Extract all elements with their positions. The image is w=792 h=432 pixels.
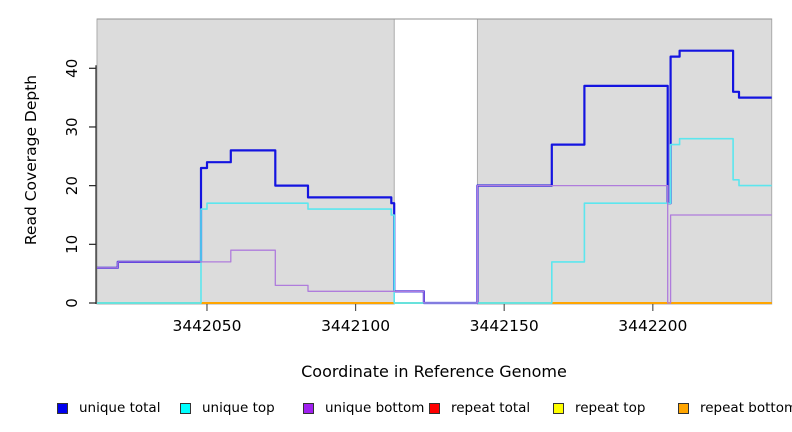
legend-label: repeat total <box>451 400 531 416</box>
series-line-unique-top <box>97 137 772 304</box>
y-tick-label: 30 <box>63 117 81 136</box>
legend-swatch-icon <box>429 402 440 414</box>
legend-item-unique-total: unique total <box>57 398 160 418</box>
y-tick-label: 0 <box>63 298 81 308</box>
legend-swatch-icon <box>553 402 564 414</box>
legend-label: unique top <box>202 400 275 416</box>
legend-item-repeat-total: repeat total <box>429 398 530 418</box>
legend-swatch-icon <box>57 402 68 414</box>
legend-label: unique bottom <box>325 400 425 416</box>
legend-item-unique-top: unique top <box>180 398 275 418</box>
shaded-region <box>96 18 395 305</box>
y-tick-label: 20 <box>63 176 81 195</box>
y-tick-label: 40 <box>63 59 81 78</box>
shaded-region <box>476 18 773 305</box>
legend-item-unique-bottom: unique bottom <box>303 398 424 418</box>
x-axis-label: Coordinate in Reference Genome <box>301 362 567 381</box>
x-tick-label: 3442200 <box>618 317 687 335</box>
legend-label: repeat bottom <box>700 400 792 416</box>
legend-label: repeat top <box>575 400 646 416</box>
legend-item-repeat-bottom: repeat bottom <box>678 398 792 418</box>
series-line-unique-bottom <box>97 184 772 304</box>
x-tick-label: 3442100 <box>321 317 390 335</box>
legend-swatch-icon <box>678 402 689 414</box>
legend-swatch-icon <box>303 402 314 414</box>
y-tick-label: 10 <box>63 235 81 254</box>
legend: unique total unique top unique bottom repea… <box>0 398 792 418</box>
legend-item-repeat-top: repeat top <box>553 398 645 418</box>
legend-swatch-icon <box>180 402 191 414</box>
x-tick-label: 3442050 <box>172 317 241 335</box>
legend-label: unique total <box>79 400 161 416</box>
y-axis-label: Read Coverage Depth <box>22 75 40 245</box>
x-tick-label: 3442150 <box>470 317 539 335</box>
